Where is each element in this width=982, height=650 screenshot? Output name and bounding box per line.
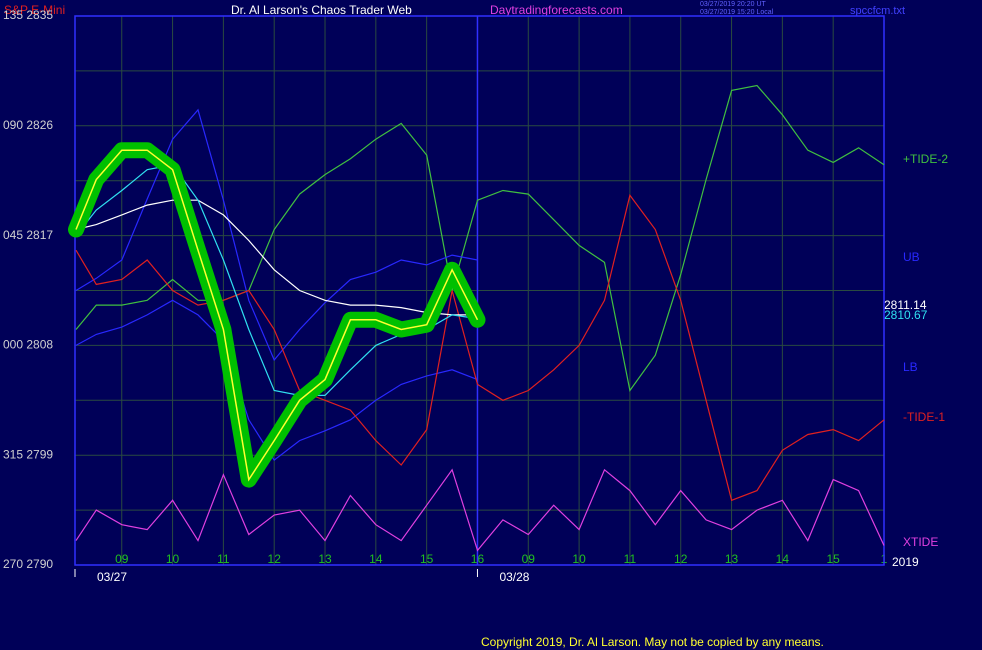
x-tick-label: 10 — [166, 552, 180, 566]
x-tick-label: 12 — [674, 552, 688, 566]
y-tick-label: 045 2817 — [3, 228, 53, 242]
legend-label: LB — [903, 360, 918, 374]
x-tick-label: 13 — [725, 552, 739, 566]
x-tick-label: 10 — [572, 552, 586, 566]
timestamp-local: 03/27/2019 15:20 Local — [700, 9, 774, 16]
x-tick-label: 15 — [827, 552, 841, 566]
price-label: 2810.67 — [884, 308, 928, 322]
legend-label: XTIDE — [903, 535, 938, 549]
price-line — [75, 149, 479, 482]
y-tick-label: 000 2808 — [3, 338, 53, 352]
series-line — [75, 108, 478, 362]
x-tick-label: 12 — [268, 552, 282, 566]
price-label: 2811.14 — [884, 298, 927, 312]
y-tick-label: 315 2799 — [3, 447, 53, 461]
series-line — [75, 299, 478, 461]
x-tick-label: 13 — [318, 552, 332, 566]
year: 2019 — [892, 555, 919, 569]
date-label: 03/28 — [499, 570, 529, 584]
x-tick-label: 11 — [217, 552, 230, 566]
x-tick-label: 09 — [115, 552, 129, 566]
legend-label: -TIDE-1 — [903, 410, 945, 424]
y-tick-label: 135 2835 — [3, 8, 53, 22]
x-tick-label: 11 — [624, 552, 637, 566]
copyright: Copyright 2019, Dr. Al Larson. May not b… — [481, 635, 824, 649]
date-label: 03/27 — [97, 570, 127, 584]
series-line — [75, 193, 885, 502]
y-tick-label: 270 2790 — [3, 557, 53, 571]
file-name: spccfcm.txt — [850, 5, 905, 17]
plot-frame — [74, 15, 885, 566]
series-line — [75, 468, 885, 552]
series-line — [75, 199, 478, 316]
chart-title: Dr. Al Larson's Chaos Trader Web — [231, 3, 412, 17]
x-tick-label: 09 — [522, 552, 536, 566]
legend-label: +TIDE-2 — [903, 152, 948, 166]
x-tick-label: 15 — [420, 552, 434, 566]
x-tick-label: 14 — [369, 552, 383, 566]
website: Daytradingforecasts.com — [490, 3, 623, 17]
y-tick-label: 090 2826 — [3, 118, 53, 132]
x-tick-label: 14 — [776, 552, 790, 566]
timestamp-ut: 03/27/2019 20:20 UT — [700, 1, 766, 8]
symbol: S&P E-Mini — [4, 3, 65, 17]
legend-label: UB — [903, 250, 920, 264]
